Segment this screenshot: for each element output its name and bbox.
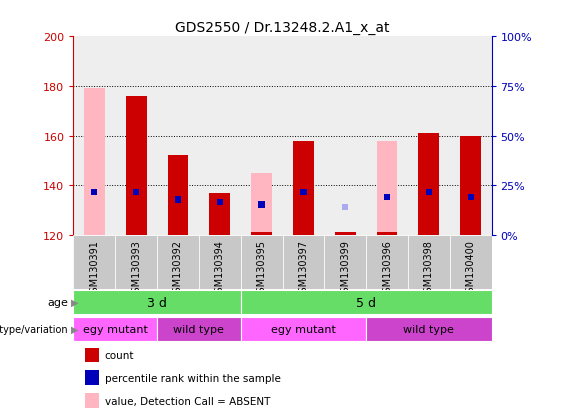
Bar (282, 235, 324, 289)
Bar (366, 37, 408, 235)
Bar (300, 190, 307, 196)
Bar (366, 235, 408, 289)
Bar (125, 97, 147, 235)
Text: GSM130391: GSM130391 (89, 240, 99, 299)
Text: genotype/variation: genotype/variation (0, 324, 68, 335)
Bar (157, 37, 199, 235)
Bar (377, 141, 398, 235)
Bar (258, 202, 265, 208)
Text: egy mutant: egy mutant (271, 324, 336, 335)
Bar (199, 37, 241, 235)
Text: wild type: wild type (403, 324, 454, 335)
Text: GSM130395: GSM130395 (257, 240, 267, 299)
Bar (418, 134, 440, 235)
Text: GSM130400: GSM130400 (466, 240, 476, 299)
Bar (251, 173, 272, 235)
Bar (408, 235, 450, 289)
Text: GSM130399: GSM130399 (340, 240, 350, 299)
Text: 3 d: 3 d (147, 296, 167, 309)
Bar (282, 37, 324, 235)
Bar (460, 136, 481, 235)
Text: GSM130396: GSM130396 (382, 240, 392, 299)
Text: percentile rank within the sample: percentile rank within the sample (105, 373, 280, 383)
Text: age: age (47, 297, 68, 308)
Text: GSM130393: GSM130393 (131, 240, 141, 299)
Title: GDS2550 / Dr.13248.2.A1_x_at: GDS2550 / Dr.13248.2.A1_x_at (175, 21, 390, 35)
Text: GSM130398: GSM130398 (424, 240, 434, 299)
Bar (450, 37, 492, 235)
Bar (251, 233, 272, 235)
Text: 5 d: 5 d (356, 296, 376, 309)
Bar (115, 37, 157, 235)
Bar (324, 37, 366, 235)
Bar (366, 317, 492, 342)
Bar (216, 199, 223, 206)
Bar (157, 235, 199, 289)
Bar (425, 190, 432, 196)
Bar (324, 235, 366, 289)
Bar (408, 37, 450, 235)
Bar (73, 235, 115, 289)
Bar (199, 235, 241, 289)
Bar (342, 204, 349, 211)
Bar (241, 235, 282, 289)
Bar (334, 233, 356, 235)
Bar (175, 197, 181, 203)
Bar (209, 193, 231, 235)
Bar (115, 235, 157, 289)
Bar (450, 235, 492, 289)
Bar (167, 156, 189, 235)
Bar (467, 195, 474, 201)
Bar (91, 190, 98, 196)
Text: egy mutant: egy mutant (83, 324, 147, 335)
Text: GSM130394: GSM130394 (215, 240, 225, 299)
Bar (157, 317, 241, 342)
Bar (384, 195, 390, 201)
Text: value, Detection Call = ABSENT: value, Detection Call = ABSENT (105, 396, 270, 406)
Bar (241, 37, 282, 235)
Bar (293, 141, 314, 235)
Bar (241, 317, 366, 342)
Text: ▶: ▶ (71, 324, 78, 335)
Text: ▶: ▶ (71, 297, 78, 308)
Text: wild type: wild type (173, 324, 224, 335)
Bar (377, 233, 398, 235)
Bar (84, 233, 105, 235)
Bar (73, 317, 157, 342)
Bar (133, 190, 140, 196)
Bar (241, 290, 492, 315)
Bar (73, 37, 115, 235)
Bar (73, 290, 241, 315)
Text: count: count (105, 350, 134, 360)
Text: GSM130392: GSM130392 (173, 240, 183, 299)
Text: GSM130397: GSM130397 (298, 240, 308, 299)
Bar (84, 89, 105, 235)
